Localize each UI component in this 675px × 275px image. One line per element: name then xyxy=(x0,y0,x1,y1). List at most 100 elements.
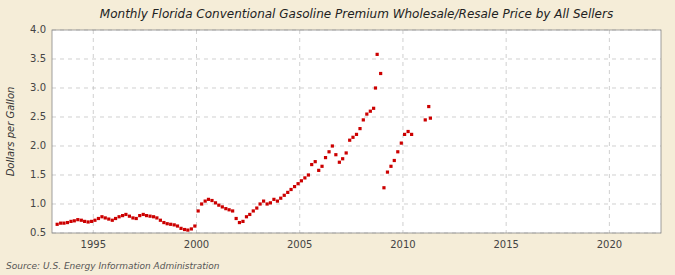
x-grid-line xyxy=(299,30,300,233)
point xyxy=(289,188,292,191)
point xyxy=(117,215,120,218)
point xyxy=(355,133,358,136)
point xyxy=(210,199,213,202)
point xyxy=(87,220,90,223)
point xyxy=(374,86,377,89)
point xyxy=(241,220,244,223)
x-tick-label: 2000 xyxy=(184,239,209,250)
y-grid-line xyxy=(52,59,661,60)
point xyxy=(262,200,265,203)
point xyxy=(266,202,269,205)
point xyxy=(286,191,289,194)
y-grid-line xyxy=(52,146,661,147)
point xyxy=(327,150,330,153)
point xyxy=(190,227,193,230)
point xyxy=(231,209,234,212)
point xyxy=(111,219,114,222)
point xyxy=(83,220,86,223)
y-tick-label: 3.0 xyxy=(30,82,46,93)
point xyxy=(183,228,186,231)
y-axis-label: Dollars per Gallon xyxy=(5,87,16,177)
point xyxy=(310,163,313,166)
point xyxy=(80,219,83,222)
y-tick-label: 1.0 xyxy=(30,198,46,209)
x-tick-label: 2010 xyxy=(390,239,415,250)
point xyxy=(400,142,403,145)
point xyxy=(56,223,59,226)
point xyxy=(369,110,372,113)
y-grid-line xyxy=(52,117,661,118)
point xyxy=(376,53,379,56)
point xyxy=(169,223,172,226)
point xyxy=(121,214,124,217)
x-grid-line xyxy=(402,30,403,233)
point xyxy=(76,218,79,221)
y-tick-label: 1.5 xyxy=(30,169,46,180)
point xyxy=(252,209,255,212)
plot-area xyxy=(52,30,661,233)
point xyxy=(389,165,392,168)
point xyxy=(362,118,365,121)
point xyxy=(221,205,224,208)
point xyxy=(173,223,176,226)
point xyxy=(296,182,299,185)
point xyxy=(114,217,117,220)
x-grid-line xyxy=(93,30,94,233)
grid xyxy=(52,30,661,233)
background xyxy=(0,0,675,275)
point xyxy=(152,215,155,218)
point xyxy=(424,118,427,121)
point xyxy=(73,219,76,222)
y-tick-label: 2.0 xyxy=(30,140,46,151)
y-tick-label: 4.0 xyxy=(30,24,46,35)
point xyxy=(155,216,158,219)
point xyxy=(303,176,306,179)
point xyxy=(283,194,286,197)
point xyxy=(379,72,382,75)
plot-frame xyxy=(52,30,661,233)
point xyxy=(255,206,258,209)
point xyxy=(148,215,151,218)
point xyxy=(396,150,399,153)
point xyxy=(93,219,96,222)
point xyxy=(104,216,107,219)
point xyxy=(179,227,182,230)
x-grid-line xyxy=(609,30,610,233)
point xyxy=(66,221,69,224)
point xyxy=(382,186,385,189)
point xyxy=(128,215,131,218)
point xyxy=(410,133,413,136)
point xyxy=(62,222,65,225)
source-note: Source: U.S. Energy Information Administ… xyxy=(6,261,220,271)
point xyxy=(317,169,320,172)
point xyxy=(200,202,203,205)
point xyxy=(197,209,200,212)
point xyxy=(320,165,323,168)
point xyxy=(224,207,227,210)
point xyxy=(314,160,317,163)
point xyxy=(331,144,334,147)
point xyxy=(97,217,100,220)
y-grid-line xyxy=(52,88,661,89)
point xyxy=(235,217,238,220)
x-tick-label: 2005 xyxy=(287,239,312,250)
point xyxy=(258,202,261,205)
chart: 0.51.01.52.02.53.03.54.01995200020052010… xyxy=(0,0,675,275)
point xyxy=(166,222,169,225)
y-tick-label: 2.5 xyxy=(30,111,46,122)
title: Monthly Florida Conventional Gasoline Pr… xyxy=(100,7,613,21)
point xyxy=(186,229,189,232)
point xyxy=(272,198,275,201)
point xyxy=(372,107,375,110)
point xyxy=(107,217,110,220)
point xyxy=(365,113,368,116)
point xyxy=(245,215,248,218)
point xyxy=(100,215,103,218)
point xyxy=(269,201,272,204)
point xyxy=(135,217,138,220)
x-grid-line xyxy=(196,30,197,233)
point xyxy=(69,220,72,223)
point xyxy=(159,219,162,222)
point xyxy=(293,185,296,188)
point xyxy=(142,213,145,216)
